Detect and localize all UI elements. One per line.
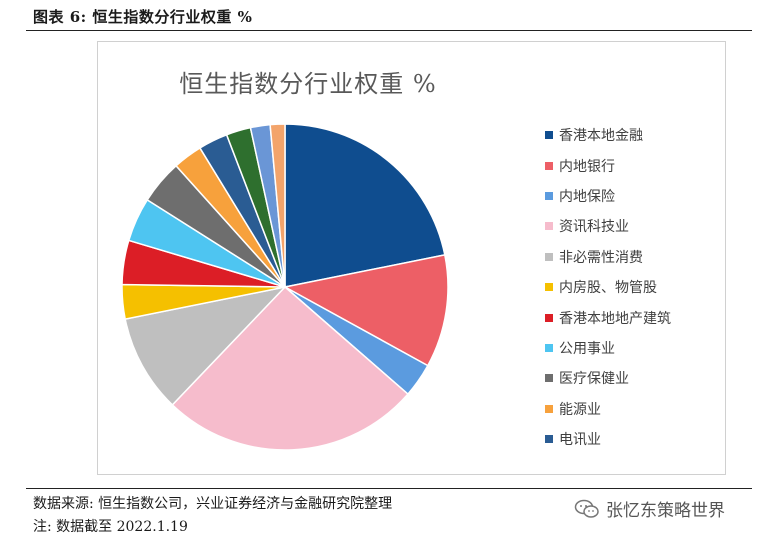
legend-label: 能源业 <box>559 401 601 418</box>
bottom-divider <box>26 488 752 489</box>
legend-item: 香港本地金融 <box>545 120 671 150</box>
legend-swatch <box>545 374 553 383</box>
chart-title: 恒生指数分行业权重 % <box>179 70 437 98</box>
legend-item: 内地保险 <box>545 181 671 211</box>
date-note: 注: 数据截至 2022.1.19 <box>33 519 188 535</box>
legend-label: 医疗保健业 <box>559 371 629 388</box>
legend-label: 非必需性消费 <box>559 249 643 266</box>
legend-label: 资讯科技业 <box>559 219 629 236</box>
legend-label: 内房股、物管股 <box>559 280 657 297</box>
pie-slice-3 <box>171 285 409 451</box>
chart-area: 恒生指数分行业权重 % 香港本地金融 内地银行内地保险资讯科技业非必需性消费 内房股… <box>97 41 726 475</box>
pie-slice-0 <box>284 123 446 288</box>
legend-label: 香港本地金融 <box>559 128 643 145</box>
pie-slice-4 <box>124 285 288 406</box>
top-divider <box>26 30 752 31</box>
watermark-text: 张忆东策略世界 <box>606 501 725 521</box>
legend-swatch <box>545 131 553 140</box>
legend-label: 内地保险 <box>559 188 615 205</box>
legend-item: 医疗保健业 <box>545 363 671 393</box>
legend-label: 香港本地地产建筑 <box>559 310 671 327</box>
wechat-icon <box>574 499 599 518</box>
legend-label: 公用事业 <box>559 340 615 357</box>
legend-swatch <box>545 343 553 352</box>
legend-item: 内地银行 <box>545 150 671 180</box>
legend-item: 资讯科技业 <box>545 211 671 241</box>
pie-slice-13 <box>269 123 286 288</box>
watermark: 张忆东策略世界 <box>574 496 725 521</box>
legend-swatch <box>545 252 553 261</box>
pie-chart <box>121 123 449 451</box>
legend-swatch <box>545 435 553 444</box>
legend-item: 内房股、物管股 <box>545 272 671 302</box>
legend-label: 电讯业 <box>559 432 601 449</box>
legend-label: 内地银行 <box>559 158 615 175</box>
legend-item: 电讯业 <box>545 424 671 454</box>
legend-swatch <box>545 313 553 322</box>
legend-swatch <box>545 283 553 292</box>
figure-title: 图表 6: 恒生指数分行业权重 % <box>33 8 253 26</box>
legend-swatch <box>545 191 553 200</box>
legend-item: 公用事业 <box>545 333 671 363</box>
chart-legend: 香港本地金融 内地银行内地保险资讯科技业非必需性消费 内房股、物管股 香港本地地产建筑… <box>545 120 671 454</box>
legend-swatch <box>545 161 553 170</box>
pie-slice-1 <box>282 254 449 367</box>
legend-swatch <box>545 404 553 413</box>
legend-item: 能源业 <box>545 394 671 424</box>
legend-item: 香港本地地产建筑 <box>545 302 671 332</box>
source-note: 数据来源: 恒生指数公司，兴业证券经济与金融研究院整理 <box>33 496 393 512</box>
legend-swatch <box>545 222 553 231</box>
legend-item: 非必需性消费 <box>545 242 671 272</box>
